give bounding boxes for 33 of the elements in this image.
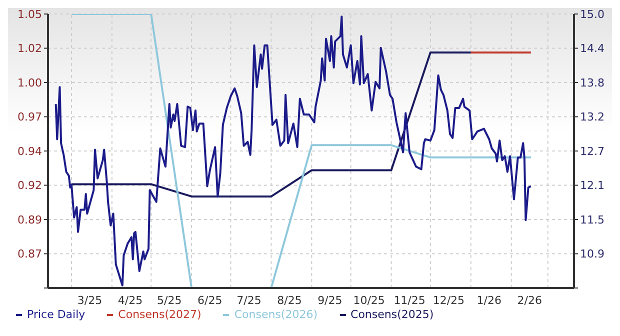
y-tick-label: 0.87 [18,248,42,261]
x-tick-label: 2/26 [517,294,542,307]
y2-tick-label: 13.2 [580,110,604,124]
x-tick-label: 8/25 [277,294,302,307]
y2-tick-label: 12.1 [580,179,604,192]
y-tick-label: 1.05 [18,8,42,21]
x-tick-label: 7/25 [236,294,262,307]
y-tick-label: 0.97 [18,110,42,124]
y2-tick-label: 13.8 [580,76,604,90]
legend-label: Price Daily [27,308,86,321]
y-tick-label: 1.02 [18,42,42,56]
y2-tick-label: 14.4 [580,42,604,56]
x-tick-label: 1/26 [476,294,502,307]
legend-label: Consens(2026) [234,308,318,321]
y2-tick-label: 12.7 [580,144,604,158]
y2-tick-label: 15.0 [580,8,604,21]
y-tick-label: 1.00 [18,76,42,90]
x-tick-label: 5/25 [157,294,182,307]
y-tick-label: 0.89 [18,213,42,226]
line-series [70,51,472,198]
x-tick-label: 12/25 [432,294,465,307]
x-tick-label: 10/25 [353,294,385,307]
legend-label: Consens(2025) [350,308,434,321]
y2-tick-label: 10.9 [580,248,604,261]
y-tick-label: 0.92 [18,179,42,192]
x-tick-label: 4/25 [118,294,143,307]
x-tick-label: 3/25 [77,294,102,307]
legend-label: Consens(2027) [118,308,202,321]
x-tick-label: 9/25 [318,294,342,307]
x-tick-label: 11/25 [394,294,426,307]
y2-tick-label: 11.5 [580,213,604,226]
y-tick-label: 0.94 [18,144,42,158]
x-tick-label: 6/25 [197,294,222,307]
